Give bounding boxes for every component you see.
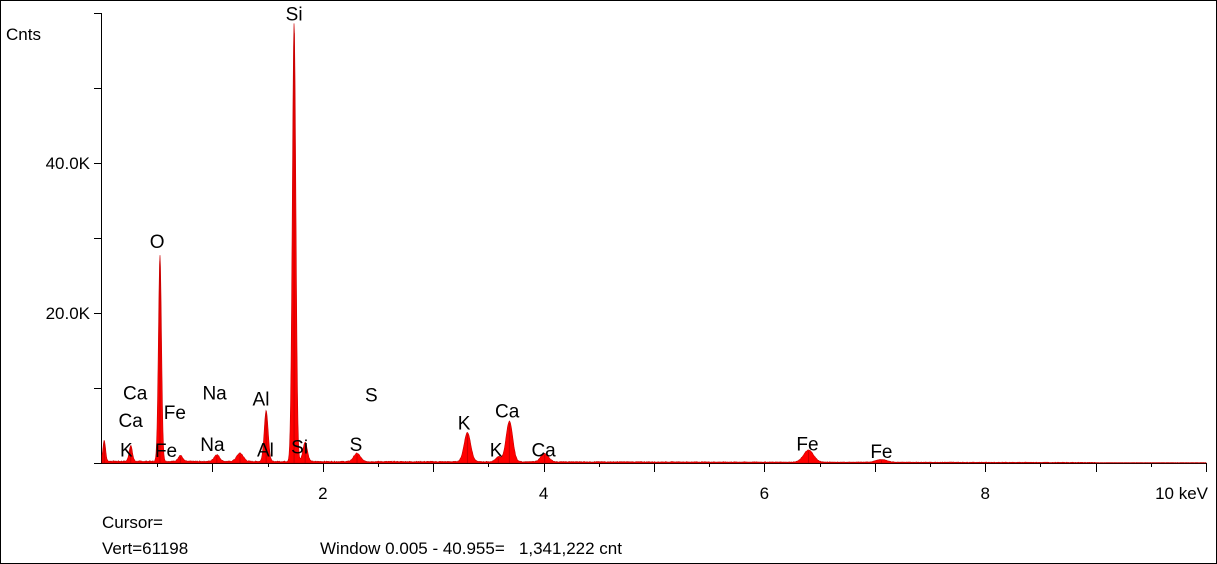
peak-label: Al [257,440,274,461]
peak-label: Al [253,389,270,410]
y-tick-label: 20.0K [46,304,91,323]
x-tick-label: 8 [980,484,989,503]
peak-label: K [490,440,503,461]
cursor-readout: Cursor= [102,513,163,532]
spectrum-layer [101,23,1207,464]
peak-label: S [350,435,363,456]
peak-label: Fe [155,441,177,462]
peak-label: O [150,232,165,253]
vertical-scale-readout: Vert=61198 [102,539,189,558]
peak-label: Na [202,383,227,404]
x-tick-label: 2 [318,484,327,503]
x-tick-label: 4 [539,484,548,503]
peak-label: Fe [870,442,892,463]
peak-label: Na [200,435,225,456]
peak-label: K [458,413,471,434]
window-count-readout: Window 0.005 - 40.955= 1,341,222 cnt [320,539,622,558]
y-axis-label: Cnts [6,25,41,44]
peak-label: Ca [119,411,144,432]
peak-label: Si [291,437,308,458]
peak-label: K [120,440,133,461]
peak-label: Fe [164,403,186,424]
axes: 20.0K 40.0K 2 4 6 8 10 keV [46,13,1209,503]
peak-label: Fe [796,434,818,455]
peak-label: Ca [123,383,148,404]
peak-label: S [365,386,378,407]
x-tick-label: 6 [760,484,769,503]
peak-label: Ca [495,401,520,422]
y-tick-label: 40.0K [46,154,91,173]
peak-label: Si [286,5,303,26]
spectrum-area [101,23,1207,464]
peak-label: Ca [531,440,556,461]
x-tick-label: 10 keV [1155,484,1209,503]
